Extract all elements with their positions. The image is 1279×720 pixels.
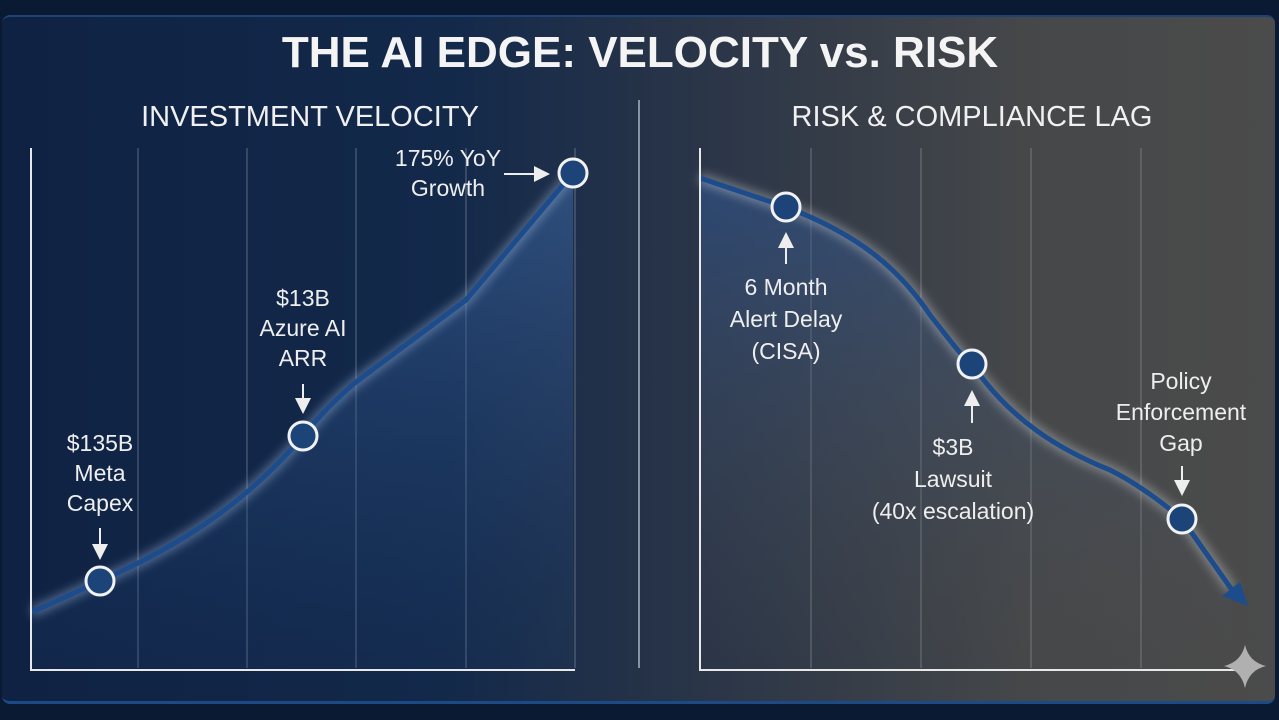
data-point-marker [287, 420, 319, 452]
data-point-marker [557, 157, 589, 189]
data-point-marker [84, 565, 116, 597]
annotation-label: Azure AI [260, 315, 347, 341]
annotation-label: Capex [67, 490, 134, 516]
annotation-label: Growth [411, 175, 485, 201]
annotation-label: ARR [279, 345, 328, 371]
annotation-label: Meta [74, 460, 125, 486]
right-chart-title: RISK & COMPLIANCE LAG [792, 101, 1153, 133]
left-area-fill [32, 173, 573, 668]
data-point-marker [770, 191, 802, 223]
annotation-label: Alert Delay [730, 306, 843, 332]
sparkle-icon [1224, 645, 1266, 688]
right-arrowhead [1222, 582, 1248, 606]
annotation-label: $3B [933, 434, 974, 460]
annotation-label: (CISA) [752, 338, 821, 364]
annotation-label: (40x escalation) [872, 498, 1034, 524]
left-axes [30, 148, 575, 671]
left-series-line [31, 171, 575, 615]
right-axes [699, 148, 1248, 671]
main-title: THE AI EDGE: VELOCITY vs. RISK [282, 28, 999, 77]
annotation-label: Gap [1159, 430, 1202, 456]
annotation-label: 6 Month [744, 274, 827, 300]
annotation-label: Policy [1150, 368, 1212, 394]
annotation-label: Enforcement [1116, 399, 1247, 425]
annotation-label: Lawsuit [914, 466, 993, 492]
annotation-label: $135B [67, 430, 134, 456]
annotation-label: 175% YoY [395, 145, 501, 171]
annotation-label: $13B [276, 285, 330, 311]
left-chart-title: INVESTMENT VELOCITY [141, 101, 479, 133]
right-area-fill [700, 178, 1232, 668]
data-point-marker [956, 348, 988, 380]
data-point-marker [1166, 503, 1198, 535]
